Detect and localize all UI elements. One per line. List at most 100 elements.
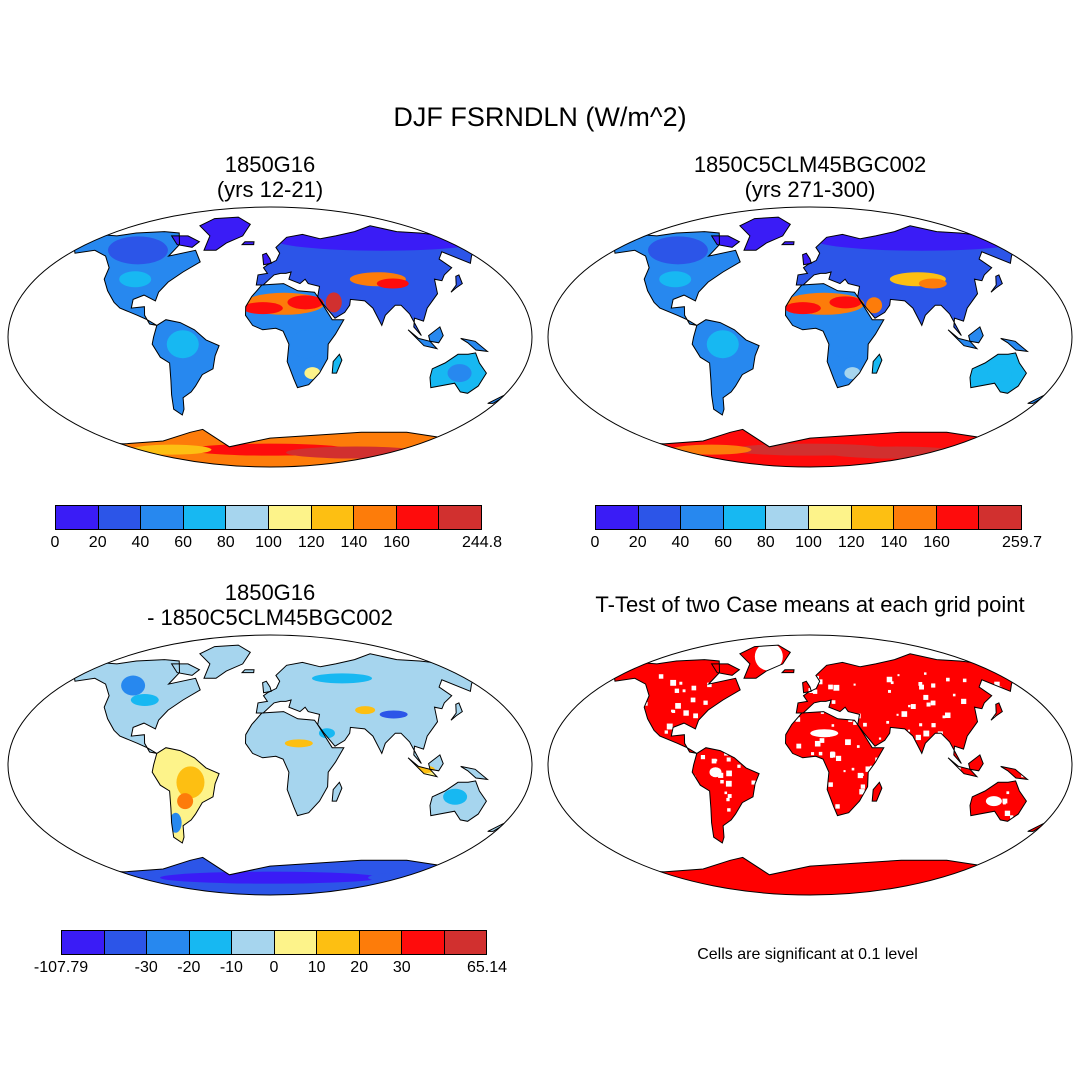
colorbar-box <box>723 506 767 529</box>
nonsignificant-cell <box>931 777 938 783</box>
nonsignificant-cell <box>740 704 747 711</box>
nonsignificant-cell <box>727 711 733 716</box>
globe-outline <box>547 206 1073 468</box>
colorbar-label: 80 <box>216 534 235 551</box>
nonsignificant-cell <box>674 688 680 693</box>
colorbar-label: -20 <box>177 959 201 976</box>
coastline <box>710 663 741 676</box>
data-blob <box>918 278 947 289</box>
coastline <box>969 780 1027 822</box>
nonsignificant-cell <box>711 758 717 764</box>
coastline <box>1000 765 1030 781</box>
coastline <box>428 754 444 772</box>
colorbar-box <box>232 931 275 954</box>
map-land-layer <box>73 216 513 467</box>
land-indonesia <box>948 329 977 349</box>
nonsignificant-cell <box>766 782 772 788</box>
colorbar-label: -30 <box>134 959 158 976</box>
data-blob <box>284 739 313 748</box>
nonsignificant-cell <box>992 747 996 751</box>
colorbar-box <box>311 506 355 529</box>
panel1-title-line2: (yrs 12-21) <box>216 177 324 202</box>
nonsignificant-cell <box>819 738 825 743</box>
coastline <box>784 711 885 817</box>
nonsignificant-cell <box>622 745 627 750</box>
coastline <box>780 241 795 246</box>
coastline <box>739 216 792 251</box>
colorbar-box <box>56 506 99 529</box>
colorbar-box <box>808 506 852 529</box>
colorbar-label: 10 <box>307 959 326 976</box>
colorbar-difference: -107.79 -30 -20 -10 0 10 20 30 65.14 <box>34 930 507 977</box>
coastline <box>151 319 220 416</box>
colorbar-label: 60 <box>714 534 732 551</box>
colorbar-label: 20 <box>88 534 107 551</box>
nonsignificant-cell <box>673 759 679 765</box>
significance-note: Cells are significant at 0.1 level <box>697 946 918 963</box>
nonsignificant-cell <box>791 689 796 695</box>
coastline <box>1027 819 1053 832</box>
land-indonesia <box>948 757 977 777</box>
colorbar-case2-labels: 0 20 40 60 80 100 120 140 160 259.7 <box>591 530 1042 552</box>
data-blob <box>659 271 692 288</box>
nonsignificant-cell <box>676 798 680 802</box>
coastline <box>240 669 255 674</box>
nonsignificant-cell <box>819 773 826 780</box>
data-blob <box>242 302 283 315</box>
nonsignificant-cell <box>737 764 741 768</box>
nonsignificant-cell <box>962 678 967 683</box>
map-case1-svg <box>7 206 533 468</box>
nonsignificant-cell <box>1036 746 1043 753</box>
colorbar-box <box>894 506 937 529</box>
nonsignificant-cell <box>931 683 936 688</box>
nonsignificant-cell <box>816 792 820 797</box>
nonsignificant-cell <box>980 721 983 724</box>
nonsignificant-cell <box>731 726 735 731</box>
map-land-layer <box>613 216 1053 467</box>
nonsignificant-cell <box>828 808 832 812</box>
coastline <box>968 326 984 344</box>
nonsignificant-cell <box>945 712 951 719</box>
nonsignificant-cell <box>638 706 643 711</box>
nonsignificant-cell <box>861 773 864 777</box>
coastline <box>460 337 490 353</box>
nonsignificant-cell <box>1010 815 1014 819</box>
coastline <box>450 274 463 293</box>
data-blob <box>784 302 821 315</box>
nonsignificant-cell <box>817 679 823 685</box>
nonsignificant-cell <box>672 751 679 758</box>
nonsignificant-cell <box>718 733 723 739</box>
map-case2-svg <box>547 206 1073 468</box>
nonsignificant-cell <box>926 702 931 707</box>
nonsignificant-cell <box>680 772 685 778</box>
land-japan <box>991 702 1003 721</box>
nonsignificant-cell <box>907 729 911 732</box>
land-japan <box>451 702 463 721</box>
panel4-title: T-Test of two Case means at each grid po… <box>545 592 1075 617</box>
nonsignificant-cell <box>940 785 944 789</box>
coastline <box>73 231 201 326</box>
nonsignificant-cell <box>773 804 780 810</box>
land-uk <box>802 253 812 265</box>
nonsignificant-cell <box>866 796 872 802</box>
nonsignificant-cell <box>926 769 929 772</box>
nonsignificant-cell <box>660 740 664 744</box>
colorbar-box <box>851 506 895 529</box>
nonsignificant-cell <box>727 808 731 812</box>
nonsignificant-cell <box>680 760 687 767</box>
nonsignificant-cell <box>968 791 972 794</box>
nonsignificant-cell <box>863 722 867 727</box>
main-title: DJF FSRNDLN (W/m^2) <box>393 102 687 132</box>
nonsignificant-cell <box>697 815 704 821</box>
panel3-title-line1: 1850G16 <box>224 580 316 605</box>
nonsignificant-cell <box>943 744 947 748</box>
colorbar-label: 100 <box>795 534 822 551</box>
nonsignificant-cell <box>1005 723 1012 730</box>
nonsignificant-cell <box>923 730 930 737</box>
coastline <box>170 235 201 248</box>
nonsignificant-cell <box>930 700 936 706</box>
colorbar-box <box>98 506 142 529</box>
nonsignificant-cell <box>694 744 699 749</box>
data-blob <box>325 292 342 313</box>
data-blob <box>866 297 883 314</box>
